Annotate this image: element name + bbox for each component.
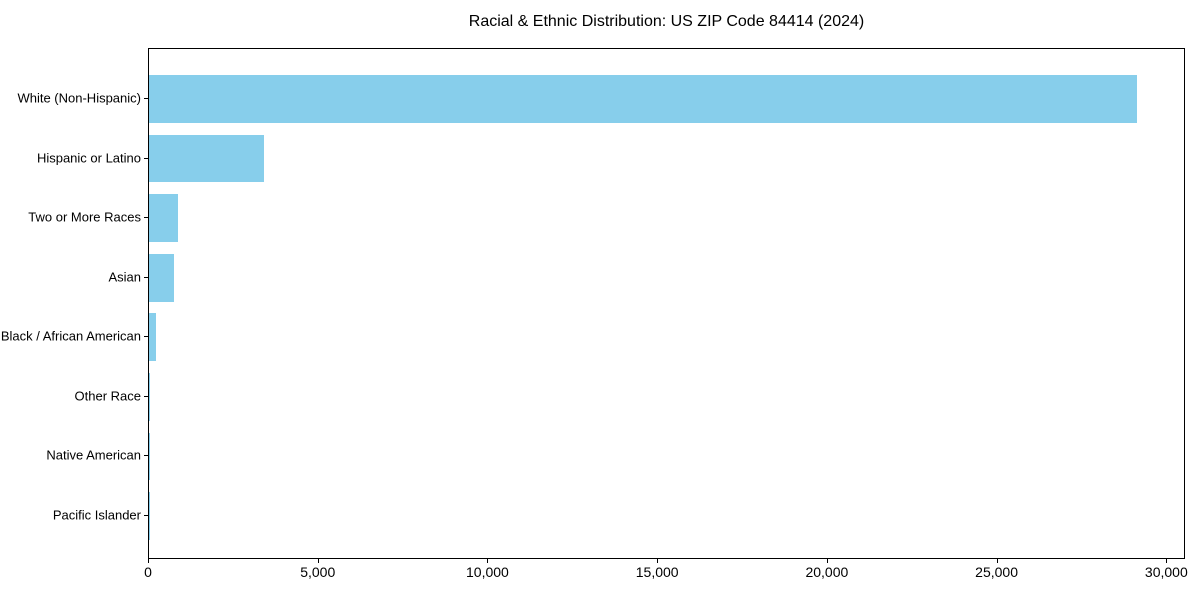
y-tick-label: Black / African American [0,328,141,344]
x-tick-label: 0 [144,564,152,580]
y-tick-label: White (Non-Hispanic) [17,90,141,106]
bar [149,313,157,362]
y-tick-label: Two or More Races [28,209,141,225]
chart-title: Racial & Ethnic Distribution: US ZIP Cod… [468,13,865,30]
x-tick-label: 30,000 [1144,564,1188,580]
y-tick-label: Hispanic or Latino [36,150,141,166]
x-tick-label: 5,000 [300,564,336,580]
y-tick-label: Asian [108,269,141,285]
y-tick-label: Other Race [74,388,141,404]
y-tick-mark [144,336,148,338]
y-tick-mark [144,98,148,99]
y-tick-label: Pacific Islander [52,507,141,523]
x-tick-mark [317,559,319,563]
x-tick-label: 15,000 [635,564,679,580]
x-tick-mark [996,559,998,563]
x-tick-mark [487,559,489,563]
x-tick-mark [826,559,828,563]
x-tick-mark [657,559,659,563]
y-axis-labels: White (Non-Hispanic) Hispanic or Latino Tw… [0,0,141,600]
x-tick-label: 20,000 [805,564,849,580]
bar [149,253,175,302]
x-tick-mark [148,559,149,563]
x-tick-label: 25,000 [975,564,1019,580]
y-tick-mark [144,514,148,516]
y-tick-mark [144,217,148,219]
y-tick-mark [144,157,148,159]
y-tick-mark [144,276,148,278]
plot-area [148,48,1185,559]
x-tick-mark [1166,559,1168,563]
y-tick-mark [144,455,148,457]
bar [149,373,151,421]
y-tick-mark [144,395,148,397]
bar [149,194,178,242]
y-tick-label: Native American [46,447,141,463]
bar [149,75,1137,123]
bar [149,134,265,183]
bar [149,432,150,481]
x-tick-label: 10,000 [466,564,509,580]
